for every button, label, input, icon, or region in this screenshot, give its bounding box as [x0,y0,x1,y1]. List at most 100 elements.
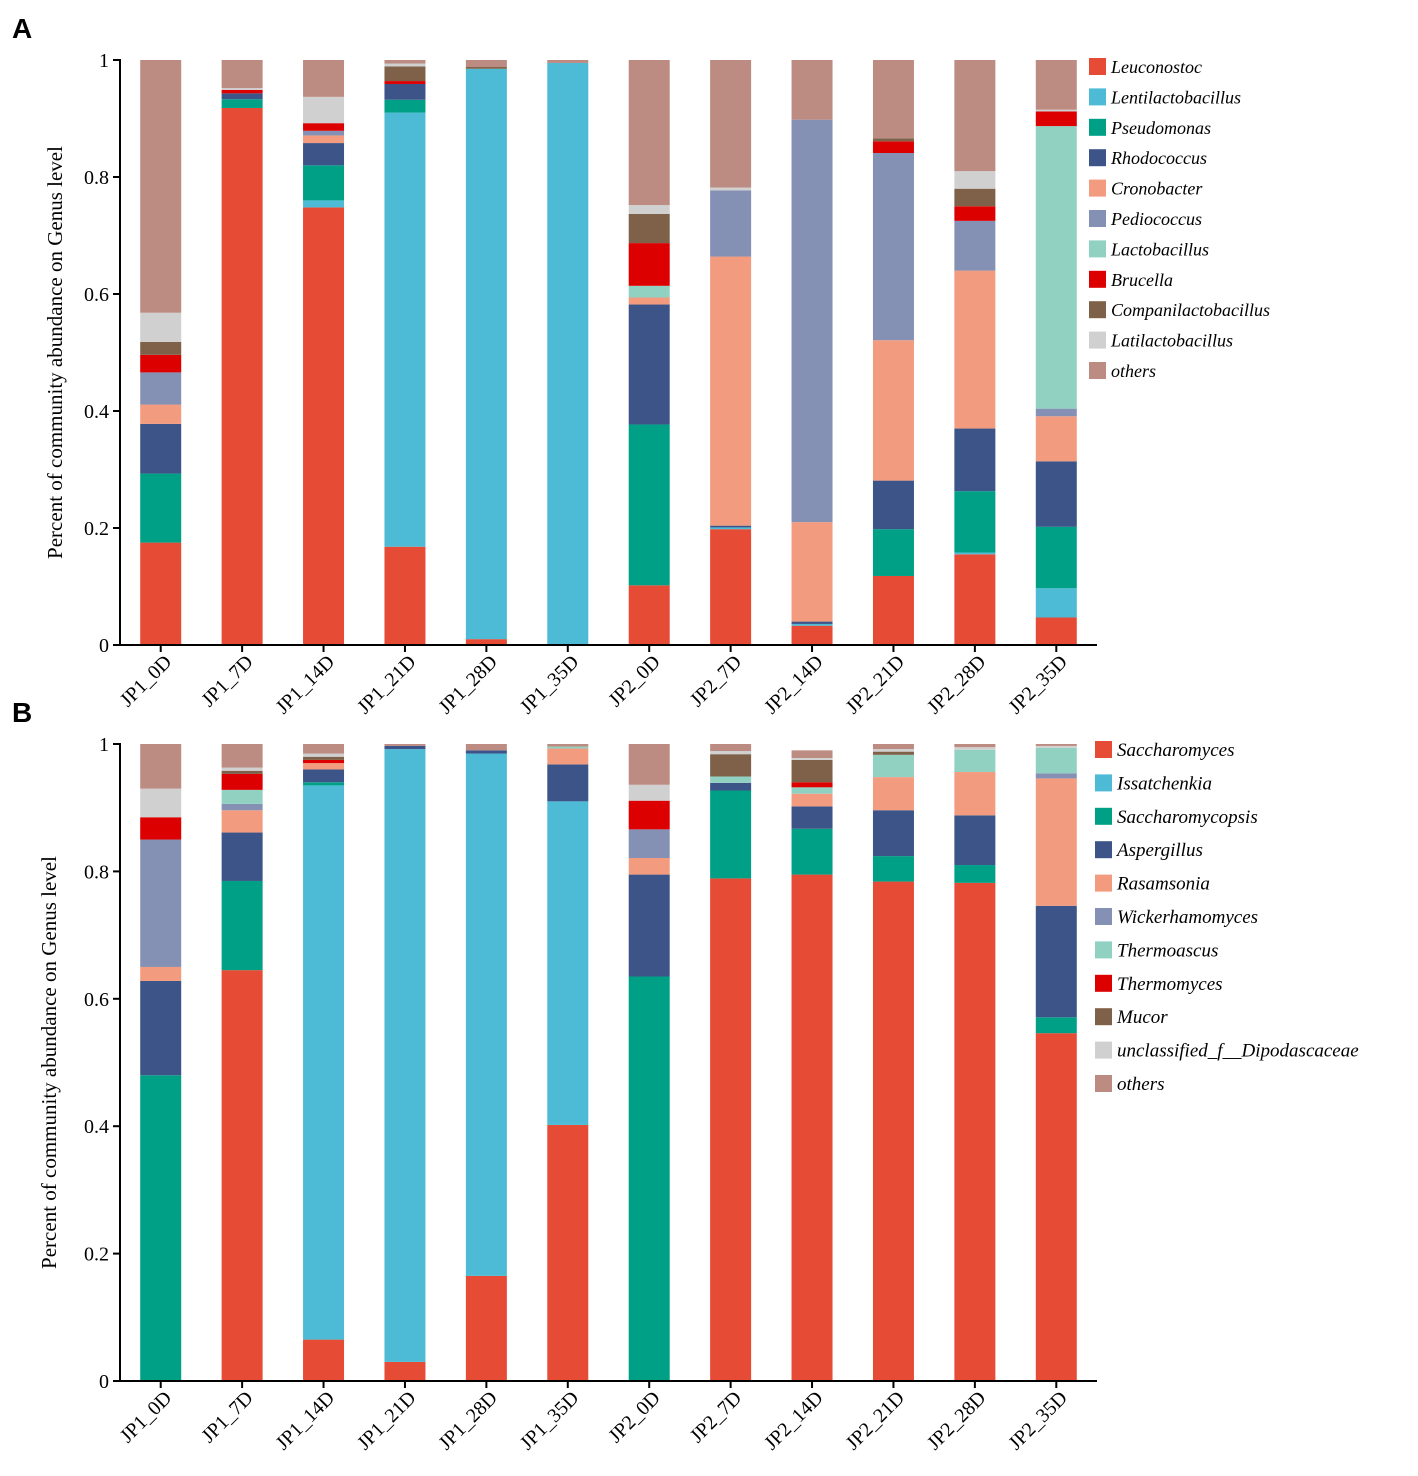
bar-segment [628,213,670,244]
bar-segment [872,749,914,752]
bar-segment [872,141,914,154]
bar-segment [872,340,914,481]
y-tick-label: 0.8 [84,167,109,189]
y-tick-label: 1 [99,734,109,756]
bar-segment [384,744,426,746]
bar-segment [628,60,670,206]
bar-segment [303,769,345,783]
bar-segment [384,1361,426,1381]
x-tick-label: JP2_14D [760,651,827,718]
legend-swatch [1089,88,1106,106]
bar-segment [872,138,914,142]
legend-label: Leuconostoc [1110,57,1202,77]
bar-segment [628,585,670,645]
bar-segment [710,878,752,1381]
y-tick-label: 0.6 [84,989,109,1011]
bar-segment [628,874,670,977]
x-tick-label: JP1_35D [516,651,583,718]
bar-segment [710,790,752,879]
bar-segment [791,621,833,624]
legend-label: Pseudomonas [1110,118,1211,138]
bar-segment [221,770,263,774]
bar-segment [628,976,670,1381]
bar-segment [303,143,345,166]
bar-segment [1035,588,1077,618]
bar-segment [628,424,670,586]
legend-label: Companilactobacillus [1111,300,1270,320]
bar-segment [954,865,996,883]
legend-label: Wickerhamomyces [1117,907,1258,928]
bar-segment [303,130,345,136]
panel-label: B [12,697,32,728]
bar-segment [303,763,345,770]
x-tick-label: JP2_35D [1004,651,1071,718]
bar-segment [1035,778,1077,906]
legend-label: Thermomyces [1117,974,1223,995]
bar-segment [221,773,263,790]
x-tick-label: JP1_0D [116,1387,176,1447]
y-tick-label: 0 [99,635,109,657]
y-axis-label: Percent of community abundance on Genus … [43,146,67,559]
bar-segment [140,354,182,373]
bar-segment [384,66,426,82]
bar-segment [384,745,426,750]
bar-segment [954,744,996,748]
x-tick-label: JP1_28D [434,1387,501,1454]
bar-segment [140,744,182,789]
bar-segment [221,803,263,811]
bar-segment [547,748,589,765]
bar-segment [872,810,914,857]
legend-label: Latilactobacillus [1110,331,1233,351]
legend-swatch [1095,941,1112,959]
bar-segment [954,491,996,553]
legend-swatch [1095,974,1112,992]
bar-segment [791,793,833,807]
bar-segment [221,744,263,768]
bar-segment [1035,109,1077,112]
bar-segment [221,880,263,971]
bar-segment [140,980,182,1076]
bar-segment [710,187,752,191]
bar-segment [1035,408,1077,417]
legend-swatch [1095,741,1112,758]
legend-label: unclassified_f__Dipodascaceae [1117,1041,1359,1062]
bar-segment [303,1339,345,1381]
y-tick-label: 0.4 [84,401,109,423]
bar-segment [140,312,182,342]
legend-swatch [1089,210,1106,227]
bar-segment [303,753,345,757]
x-tick-label: JP2_28D [923,1387,990,1454]
legend-swatch [1095,908,1112,925]
legend-label: Rhodococcus [1110,148,1207,168]
bar-segment [465,744,507,751]
legend-label: Saccharomyces [1117,740,1234,761]
legend-swatch [1095,841,1112,859]
legend-swatch [1089,149,1106,167]
bar-segment [872,744,914,750]
x-tick-label: JP1_7D [197,651,257,711]
bar-segment [954,772,996,816]
bar-segment [1035,126,1077,409]
bar-segment [221,832,263,881]
bar-segment [465,1275,507,1381]
bar-segment [954,220,996,271]
bar-segment [954,428,996,492]
x-tick-label: JP1_0D [116,651,176,711]
bar-segment [791,828,833,875]
x-tick-label: JP2_21D [842,651,909,718]
bar-segment [303,200,345,208]
x-tick-label: JP2_0D [604,1387,664,1447]
bar-segment [1035,745,1077,748]
bar-segment [791,806,833,829]
legend-label: Thermoascus [1117,940,1218,961]
bar-segment [303,759,345,764]
bar-segment [303,207,345,646]
bar-segment [1035,1017,1077,1034]
legend-swatch [1095,1008,1112,1026]
bar-segment [628,800,670,830]
bar-segment [628,243,670,286]
bar-segment [465,67,507,69]
bar-segment [791,750,833,759]
panel-b: B Percent of community abundance on Genus… [12,697,1359,1454]
legend-label: others [1111,361,1156,381]
